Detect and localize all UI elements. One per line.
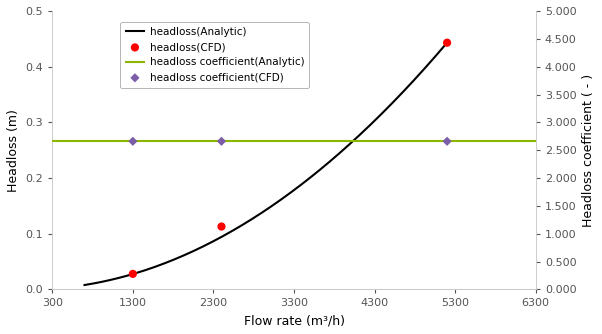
headloss(Analytic) <box>409 79 417 83</box>
headloss coefficient(CFD) <box>442 139 452 144</box>
Line: headloss(Analytic): headloss(Analytic) <box>84 43 447 285</box>
Legend: headloss(Analytic), headloss(CFD), headloss coefficient(Analytic), headloss coef: headloss(Analytic), headloss(CFD), headl… <box>120 22 309 88</box>
headloss(Analytic) <box>303 179 310 183</box>
headloss(Analytic) <box>82 283 89 287</box>
headloss(Analytic) <box>81 283 88 287</box>
headloss(CFD) <box>442 40 452 45</box>
headloss(CFD) <box>128 271 138 277</box>
X-axis label: Flow rate (m³/h): Flow rate (m³/h) <box>243 314 344 327</box>
headloss coefficient(CFD) <box>217 139 226 144</box>
Y-axis label: Headloss coefficient ( - ): Headloss coefficient ( - ) <box>582 73 595 227</box>
Y-axis label: Headloss (m): Headloss (m) <box>7 109 20 192</box>
headloss(Analytic) <box>296 184 303 188</box>
headloss(Analytic) <box>386 103 394 107</box>
headloss(Analytic) <box>297 183 304 187</box>
headloss(CFD) <box>217 224 226 229</box>
headloss(Analytic) <box>444 41 451 45</box>
headloss coefficient(CFD) <box>128 139 138 144</box>
